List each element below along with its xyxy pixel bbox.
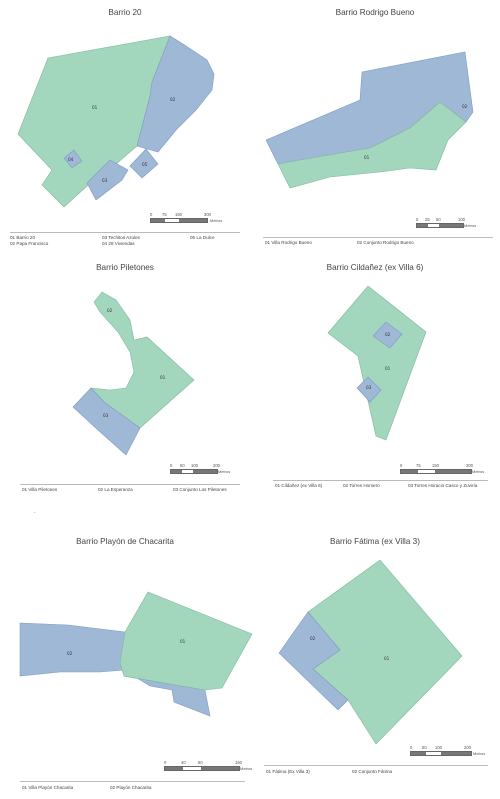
polygon-label-02: 02	[462, 104, 468, 109]
polygon-01-cildanez[interactable]	[327, 285, 427, 441]
legend-item: 02 Torres Homero	[343, 483, 380, 488]
map-title-playon: Barrio Playón de Chacarita	[76, 537, 174, 546]
stray-mark: .	[34, 509, 36, 515]
legend-item: 02 Papa Francisco	[10, 241, 49, 246]
polygon-01-villa-playon-chacarita[interactable]	[119, 591, 253, 691]
polygon-03-conjunto-los-piletones[interactable]	[72, 387, 141, 456]
polygon-label-05: 05	[142, 162, 148, 167]
legend-playon: 01 Villa Playón Chacarita 02 Playón Chac…	[20, 781, 245, 793]
legend-item: 01 Cildañez (ex Villa 6)	[275, 483, 323, 488]
map-rodrigo-bueno: 01 02	[265, 51, 474, 189]
polygon-label-03: 03	[103, 413, 109, 418]
polygon-label-01: 01	[385, 366, 391, 371]
polygon-label-02: 02	[385, 332, 391, 337]
legend-item: 02 Conjunto Fátima	[352, 769, 393, 774]
legend-fatima: 01 Fátima (Ex Villa 3) 02 Conjunto Fátim…	[264, 765, 488, 777]
polygon-01-villa-rodrigo-bueno[interactable]	[277, 101, 467, 189]
polygon-04-28-viviendas[interactable]	[63, 149, 83, 169]
legend-barrio-20: 01 Barrio 20 02 Papa Francisco 03 Techit…	[10, 232, 240, 252]
polygon-label-01: 01	[364, 155, 370, 160]
legend-item: 02 La Esperanza	[98, 487, 133, 492]
legend-item: 01 Villa Playón Chacarita	[22, 785, 74, 790]
legend-piletones: 01 Villa Piletones 02 La Esperanza 03 Co…	[20, 484, 240, 496]
polygon-02-conjunto-fatima[interactable]	[278, 611, 349, 711]
polygon-label-03: 03	[102, 178, 108, 183]
polygon-label-02: 02	[67, 651, 73, 656]
legend-item: 03 Conjunto Los Piletones	[173, 487, 227, 492]
polygon-03-torres-horacio-casco[interactable]	[356, 376, 382, 403]
map-title-barrio-20: Barrio 20	[108, 8, 142, 17]
polygon-05-la-dulce[interactable]	[129, 148, 159, 179]
legend-item: 03 Techitos Azules	[102, 235, 140, 240]
map-piletones: 01 02 03	[72, 291, 195, 456]
legend-item: 01 Fátima (Ex Villa 3)	[266, 769, 310, 774]
polygon-label-02: 02	[170, 97, 176, 102]
polygon-label-01: 01	[180, 639, 186, 644]
legend-item: 05 La Dulce	[190, 235, 215, 240]
legend-item: 02 Playón Chacarita	[110, 785, 152, 790]
legend-cildanez: 01 Cildañez (ex Villa 6) 02 Torres Homer…	[273, 480, 488, 492]
polygon-03-techitos-azules[interactable]	[86, 159, 129, 201]
polygon-01-barrio-20[interactable]	[17, 35, 187, 208]
legend-rodrigo-bueno: 01 Villa Rodrigo Bueno 02 Conjunto Rodri…	[263, 237, 493, 249]
legend-item: 01 Barrio 20	[10, 235, 36, 240]
legend-item: 01 Villa Rodrigo Bueno	[265, 240, 312, 245]
polygon-label-01: 01	[384, 656, 390, 661]
map-title-rodrigo-bueno: Barrio Rodrigo Bueno	[335, 8, 415, 17]
map-cildanez: 01 02 03	[327, 285, 427, 441]
map-title-piletones: Barrio Piletones	[96, 263, 154, 272]
polygon-label-03: 03	[366, 385, 372, 390]
polygon-label-02: 02	[310, 636, 316, 641]
polygon-02-torres-homero[interactable]	[372, 321, 403, 349]
map-title-fatima: Barrio Fátima (ex Villa 3)	[330, 537, 420, 546]
polygon-label-02: 02	[107, 308, 113, 313]
map-playon-chacarita: 01 02	[19, 591, 253, 717]
polygon-label-01: 01	[160, 375, 166, 380]
polygon-label-01: 01	[92, 105, 98, 110]
legend-item: 03 Torres Horacio Casco y Zuviría	[408, 483, 478, 488]
polygon-02-papa-francisco[interactable]	[136, 35, 215, 153]
map-title-cildanez: Barrio Cildañez (ex Villa 6)	[326, 263, 424, 272]
polygon-label-04: 04	[68, 157, 74, 162]
legend-item: 01 Villa Piletones	[22, 487, 58, 492]
legend-item: 04 28 Viviendas	[102, 241, 135, 246]
map-barrio-20: 01 02 03 04 05	[17, 35, 215, 208]
legend-item: 02 Conjunto Rodrigo Bueno	[357, 240, 414, 245]
